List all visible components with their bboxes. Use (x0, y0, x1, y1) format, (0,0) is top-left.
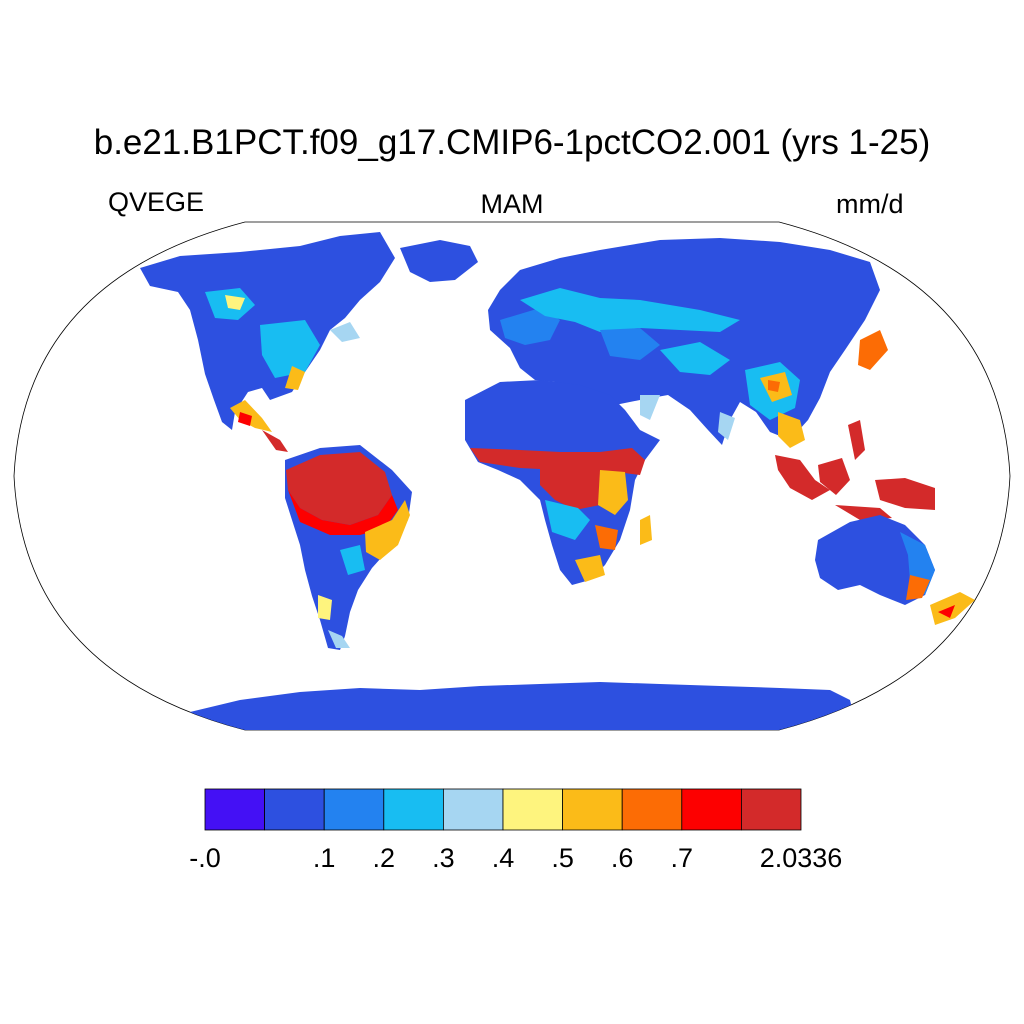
south-america-region (285, 445, 412, 650)
colorbar-box (442, 788, 504, 831)
variable-label: QVEGE (108, 187, 205, 217)
units-label: mm/d (836, 189, 904, 219)
figure-title: b.e21.B1PCT.f09_g17.CMIP6-1pctCO2.001 (y… (93, 123, 931, 162)
colorbar-box (681, 788, 742, 831)
colorbar-box (562, 788, 623, 831)
colorbar-box (621, 788, 683, 831)
colorbar-tick-label: .7 (670, 843, 694, 873)
colorbar-tick-label: .6 (610, 843, 634, 873)
australia-region (815, 515, 975, 625)
colorbar-tick-label: .4 (491, 843, 515, 873)
colorbar-tick-label: .3 (432, 843, 455, 873)
colorbar-box (204, 788, 265, 831)
colorbar-box (741, 788, 802, 831)
colorbar-tick-label: .5 (551, 843, 574, 873)
colorbar-tick-label: -.0 (189, 843, 221, 873)
colorbar-labels: -.0 .1 .2 .3 .4 .5 .6 .7 2.0336 (0, 838, 1024, 878)
colorbar-box (264, 788, 325, 831)
colorbar-box (502, 788, 563, 831)
colorbar-tick-label: 2.0336 (759, 843, 843, 873)
maritime-continent-region (775, 420, 935, 520)
north-america-region (140, 232, 478, 452)
antarctica-region (180, 682, 860, 730)
colorbar-box (323, 788, 385, 831)
colorbar-box (383, 788, 444, 831)
season-label: MAM (480, 189, 544, 219)
africa-region (465, 380, 660, 585)
colorbar-tick-label: .1 (312, 843, 336, 873)
colorbar-tick-label: .2 (372, 843, 396, 873)
